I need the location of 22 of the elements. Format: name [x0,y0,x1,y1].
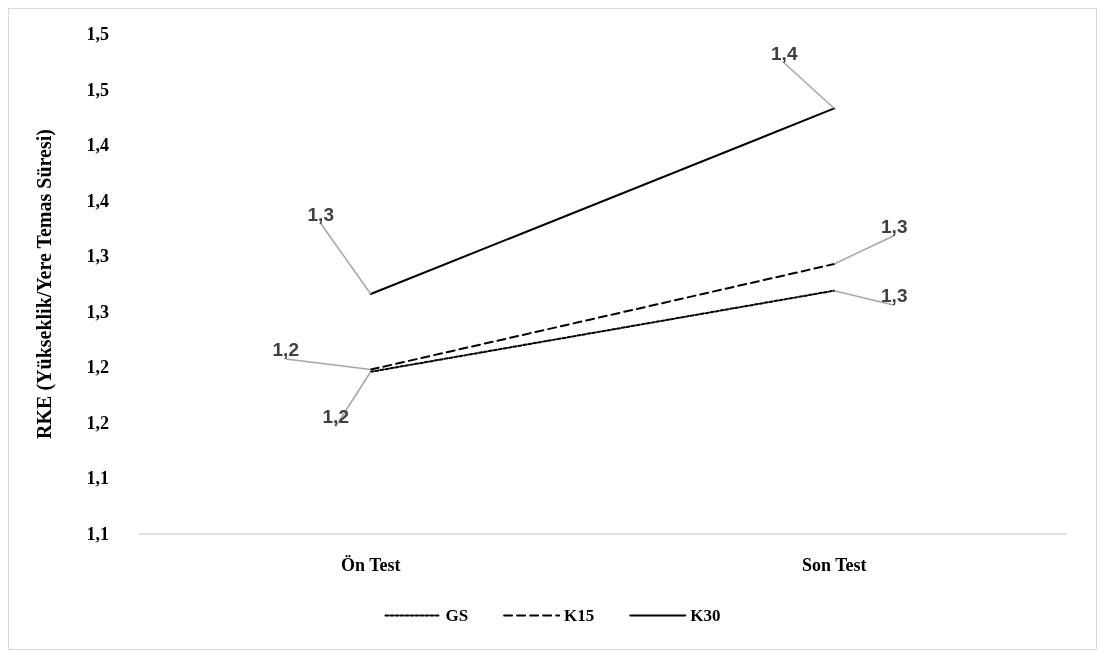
y-tick-label: 1,3 [86,301,109,322]
y-tick-label: 1,4 [86,135,109,156]
x-tick-label: Ön Test [340,555,401,575]
legend-label: GS [445,606,469,625]
data-label: 1,3 [881,215,908,237]
legend-label: K30 [690,606,721,625]
y-axis-title: RKE (Yükseklik/Yere Temas Süresi) [33,129,56,439]
legend-label: K15 [564,606,595,625]
data-label: 1,3 [881,285,908,307]
data-label: 1,4 [771,42,798,64]
y-tick-label: 1,2 [86,412,109,433]
y-tick-label: 1,5 [86,24,109,44]
data-label: 1,3 [307,203,334,225]
y-tick-label: 1,1 [86,524,109,544]
y-tick-label: 1,5 [86,79,109,100]
y-tick-label: 1,2 [86,357,109,378]
data-label: 1,2 [272,339,299,361]
y-tick-label: 1,1 [86,468,109,489]
data-label: 1,2 [322,406,349,428]
y-tick-label: 1,3 [86,246,109,267]
x-tick-label: Son Test [801,555,867,575]
y-tick-label: 1,4 [86,190,109,211]
